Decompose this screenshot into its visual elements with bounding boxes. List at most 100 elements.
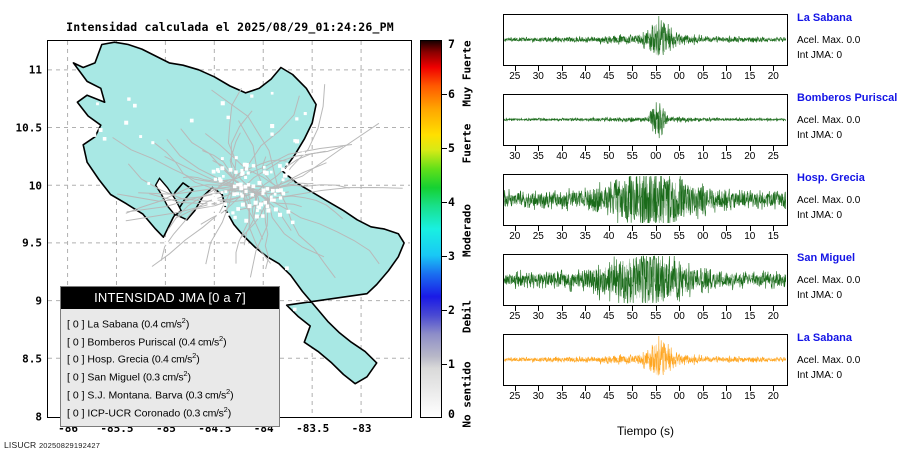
legend-intensity-bracket: [ 0 ] [67,389,85,402]
waveform-tick-label: 50 [603,151,615,162]
seismogram-trace-3[interactable] [503,174,788,226]
station-max-accel: Acel. Max. 0.0 [797,115,861,126]
waveform-tick-marks [503,386,788,392]
waveform-tick-label: 20 [744,151,756,162]
colorbar-tick [442,202,447,203]
seismogram-info: Bomberos Puriscal Acel. Max. 0.0 Int JMA: … [797,92,910,142]
legend-accel-tail: ) [230,389,234,402]
legend-station-accel: (0.3 cm/s [142,371,184,384]
waveform-tick-label: 35 [532,151,544,162]
legend-station-accel: (0.4 cm/s [178,336,219,349]
waveform-tick-label: 15 [744,391,756,402]
legend-accel-tail: ) [187,371,192,384]
waveform-tick-label: 40 [579,391,591,402]
waveform-tick-label: 25 [767,151,779,162]
seismogram-row: 30 35 40 45 50 55 00 05 10 15 20 25 Bomberos Purisca… [495,92,910,168]
legend-station-name: La Sabana [84,318,142,331]
seismogram-row: 20 25 30 35 40 45 50 55 00 05 10 15 Hosp. Grecia Acel… [495,172,910,248]
waveform-tick-label: 50 [626,391,638,402]
legend-intensity-bracket: [ 0 ] [67,318,85,331]
map-lat-tick: 8 [35,410,42,423]
waveform-tick-label: 00 [650,151,662,162]
waveform-tick-label: 20 [767,311,779,322]
waveform-tick-label: 45 [626,231,638,242]
waveform-tick-labels: 25 30 35 40 45 50 55 00 05 10 15 20 [503,391,788,404]
waveform-tick-label: 45 [603,391,615,402]
waveform-tick-label: 50 [650,231,662,242]
waveform-tick-labels: 25 30 35 40 45 50 55 00 05 10 15 20 [503,71,788,84]
colorbar-tick [442,310,447,311]
legend-accel-tail: ) [227,407,232,420]
colorbar-tick-label: 0 [448,407,455,421]
legend-station-name: S.J. Montana. Barva [84,389,186,402]
waveform-tick-label: 20 [767,391,779,402]
map-lat-tick: 8.5 [22,352,42,366]
seismogram-row: 25 30 35 40 45 50 55 00 05 10 15 20 San Miguel Acel. … [495,252,910,328]
waveform-tick-label: 40 [556,151,568,162]
colorbar-tick [442,364,447,365]
seismogram-info: La Sabana Acel. Max. 0.0 Int JMA: 0 [797,12,910,62]
waveform-tick-label: 55 [626,151,638,162]
footer-timestamp: 20250829192427 [38,441,101,450]
station-name[interactable]: Bomberos Puriscal [797,92,898,104]
legend-accel-exponent: 2 [225,386,231,396]
waveform-tick-label: 45 [579,151,591,162]
legend-station-row: [ 0 ] ICP-UCR Coronado (0.3 cm/s2) [67,403,279,421]
waveform-tick-label: 40 [603,231,615,242]
seismogram-trace-2[interactable] [503,94,788,146]
colorbar-tick-label: 4 [448,195,455,209]
seismogram-trace-1[interactable] [503,14,788,66]
legend-header: INTENSIDAD JMA [0 a 7] [61,287,279,309]
legend-station-accel: (0.3 cm/s [183,407,224,420]
waveform-tick-labels: 20 25 30 35 40 45 50 55 00 05 10 15 [503,231,788,244]
station-jma-intensity: Int JMA: 0 [797,370,843,381]
waveform-tick-label: 00 [697,231,709,242]
waveform-tick-label: 40 [579,71,591,82]
seismogram-row: 25 30 35 40 45 50 55 00 05 10 15 20 La Sabana Acel. M… [495,12,910,88]
legend-station-name: San Miguel [84,371,143,384]
waveform-tick-label: 25 [509,391,521,402]
legend-accel-exponent: 2 [192,351,197,361]
seismogram-trace-4[interactable] [503,254,788,306]
waveform-tick-labels: 30 35 40 45 50 55 00 05 10 15 20 25 [503,151,788,164]
seismogram-row: 25 30 35 40 45 50 55 00 05 10 15 20 La Sabana Acel. M… [495,332,910,408]
waveform-tick-label: 10 [720,311,732,322]
waveform-tick-label: 35 [556,311,568,322]
waveform-tick-label: 30 [556,231,568,242]
map-lat-tick: 11 [28,63,42,77]
waveform-tick-marks [503,306,788,312]
station-name[interactable]: Hosp. Grecia [797,172,865,184]
seismogram-panel: 25 30 35 40 45 50 55 00 05 10 15 20 La Sabana Acel. M… [495,0,910,460]
waveform-tick-label: 10 [697,151,709,162]
waveform-tick-labels: 25 30 35 40 45 50 55 00 05 10 15 20 [503,311,788,324]
intensity-legend: INTENSIDAD JMA [0 a 7] [ 0 ] La Sabana (… [60,286,280,428]
station-name[interactable]: La Sabana [797,12,853,24]
station-jma-intensity: Int JMA: 0 [797,210,843,221]
waveform-tick-label: 05 [697,311,709,322]
waveform-tick-label: 00 [673,71,685,82]
seismogram-trace-5[interactable] [503,334,788,386]
legend-intensity-bracket: [ 0 ] [67,353,85,366]
legend-intensity-bracket: [ 0 ] [67,371,85,384]
waveform-tick-label: 30 [532,391,544,402]
waveform-tick-label: 15 [767,231,779,242]
colorbar-tick [442,148,447,149]
waveform-tick-label: 45 [603,71,615,82]
waveform-tick-label: 40 [579,311,591,322]
legend-station-accel: (0.3 cm/s [185,389,226,402]
map-lat-tick: 10 [28,179,42,193]
legend-station-row: [ 0 ] Hosp. Grecia (0.4 cm/s2) [67,349,279,367]
station-name[interactable]: San Miguel [797,252,856,264]
station-jma-intensity: Int JMA: 0 [797,50,843,61]
seismogram-info: San Miguel Acel. Max. 0.0 Int JMA: 0 [797,252,910,302]
map-lat-tick: 10.5 [15,121,43,135]
footer-agency: LISUCR [4,440,37,450]
colorbar-tick-label: 6 [448,87,455,101]
waveform-tick-label: 10 [720,391,732,402]
seismogram-info: La Sabana Acel. Max. 0.0 Int JMA: 0 [797,332,910,382]
station-name[interactable]: La Sabana [797,332,853,344]
map-lat-tick: 9 [35,294,42,308]
waveform-tick-label: 55 [650,391,662,402]
colorbar-tick-label: 2 [448,303,455,317]
colorbar-tick-label: 7 [448,37,455,51]
